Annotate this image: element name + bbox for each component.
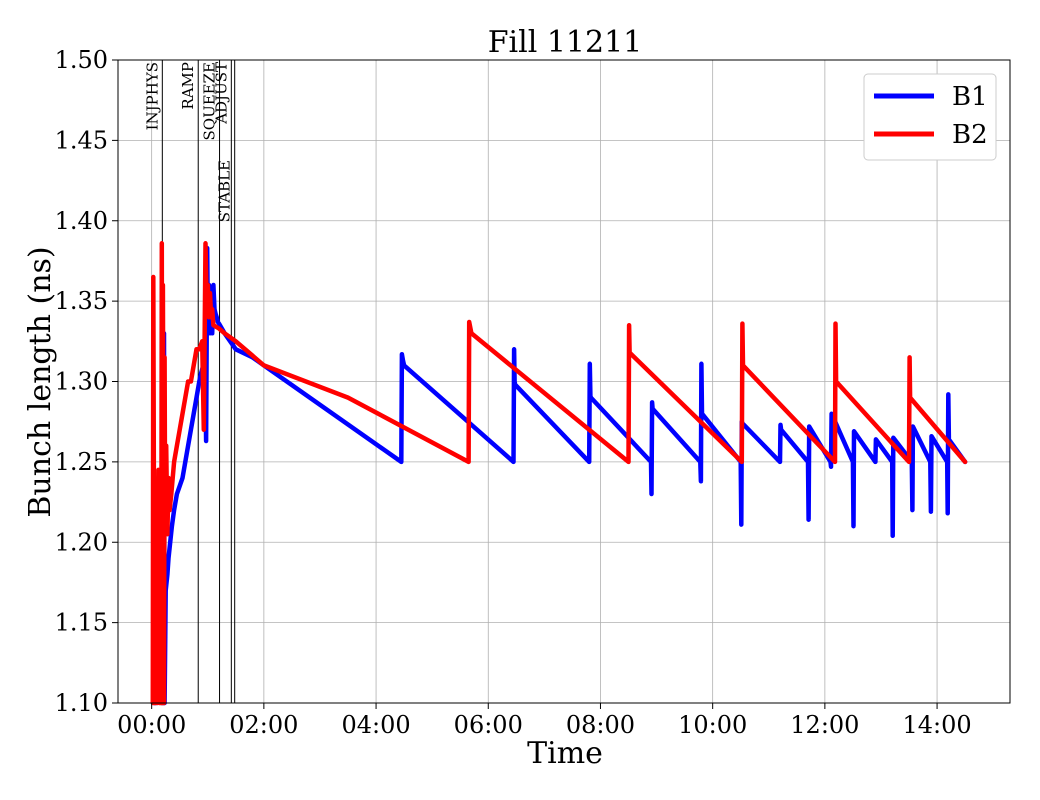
y-tick-label: 1.35	[55, 287, 108, 315]
y-tick-label: 1.30	[55, 368, 108, 396]
chart-title: Fill 11211	[488, 25, 643, 60]
series-lines	[150, 241, 968, 706]
phase-marker-label: ADJUST	[212, 62, 230, 125]
y-tick-label: 1.20	[55, 528, 108, 556]
x-tick-label: 00:00	[117, 711, 186, 739]
y-tick-label: 1.40	[55, 207, 108, 235]
series-line-b2	[150, 241, 968, 706]
x-tick-label: 12:00	[790, 711, 859, 739]
phase-marker-label: SQUEEZE	[201, 62, 219, 141]
y-axis-label: Bunch length (ns)	[23, 246, 58, 517]
phase-marker-label: INJPHYS	[143, 62, 161, 130]
x-tick-label: 04:00	[341, 711, 410, 739]
x-axis-label: Time	[527, 736, 603, 771]
series-line-b1	[152, 245, 968, 706]
legend-label-b1: B1	[952, 82, 988, 112]
legend-label-b2: B2	[952, 120, 988, 150]
phase-marker-label: STABLE	[216, 160, 234, 222]
y-tick-label: 1.45	[55, 126, 108, 154]
legend: B1 B2	[863, 73, 997, 161]
x-tick-label: 02:00	[229, 711, 298, 739]
x-tick-label: 08:00	[566, 711, 635, 739]
phase-marker-label: RAMP	[179, 62, 197, 110]
y-tick-label: 1.50	[55, 46, 108, 74]
x-tick-label: 06:00	[454, 711, 523, 739]
y-tick-label: 1.15	[55, 609, 108, 637]
y-tick-label: 1.10	[55, 689, 108, 717]
x-tick-label: 10:00	[678, 711, 747, 739]
x-tick-label: 14:00	[902, 711, 971, 739]
axes: 00:00 02:00 04:00 06:00 08:00 10:00 12:00 14:00…	[55, 46, 972, 739]
y-tick-label: 1.25	[55, 448, 108, 476]
